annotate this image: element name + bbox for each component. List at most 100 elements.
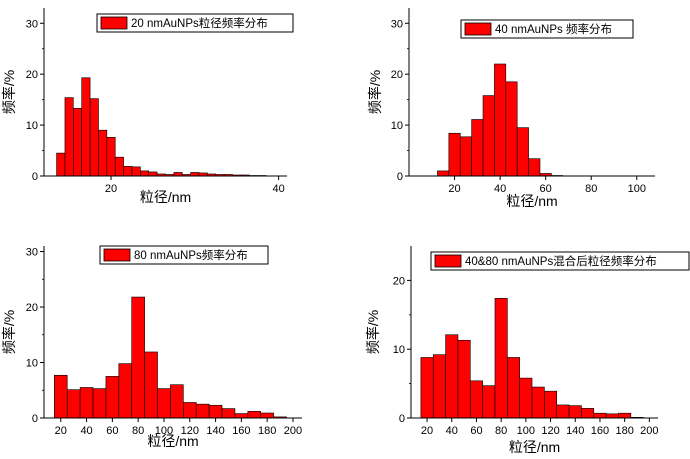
y-tick-label: 0 (399, 413, 405, 425)
bar (148, 171, 158, 177)
legend-label: 40&80 nmAuNPs混合后粒径频率分布 (465, 254, 657, 268)
x-tick-label: 60 (106, 425, 118, 437)
x-tick-label: 200 (284, 425, 302, 437)
bar (105, 376, 120, 419)
x-tick-label: 60 (470, 425, 482, 437)
y-tick-label: 0 (32, 171, 38, 183)
bar (79, 387, 94, 419)
bar (568, 405, 582, 419)
y-tick-label: 20 (393, 275, 405, 287)
x-tick-label: 160 (232, 425, 250, 437)
y-tick-label: 20 (391, 69, 403, 81)
legend-box (430, 251, 690, 271)
x-axis-title: 粒径/nm (506, 193, 557, 209)
legend-box (96, 13, 294, 33)
x-tick-label: 100 (517, 425, 535, 437)
bar (64, 97, 74, 177)
bar (123, 166, 133, 177)
x-axis-title: 粒径/nm (140, 189, 191, 205)
bar (92, 388, 107, 419)
chart-panel-4: 0 10 20 20 40 60 80 100 120 140 160 180 200 粒径/nm 频率/%… (365, 246, 690, 455)
bar (54, 374, 68, 419)
bar (173, 172, 183, 177)
bar (118, 363, 133, 419)
bar (531, 386, 545, 419)
bar (260, 412, 274, 419)
y-tick-label: 0 (397, 171, 403, 183)
bar (459, 136, 472, 177)
y-tick-label: 10 (26, 358, 38, 370)
bar (170, 384, 184, 419)
bar (482, 385, 496, 419)
bar (528, 158, 541, 177)
bar (618, 412, 632, 419)
bar (605, 413, 619, 419)
bar (208, 404, 223, 419)
chart-panel-1: 0 10 20 30 20 40 粒径/nm 频率/% 20 nmAuNPs粒径频率分布 (1, 8, 294, 205)
bar (507, 357, 520, 419)
y-tick-label: 20 (26, 302, 38, 314)
chart-panel-3: 0 10 20 30 20 40 60 80 100 120 140 160 180 200 粒径/nm 频率… (1, 245, 302, 449)
chart-panel-2: 0 10 20 30 20 40 60 80 100 粒径/nm 频率/% 40 nmAuNPs 频率… (367, 8, 655, 209)
bar (106, 137, 116, 177)
bar (593, 412, 607, 419)
x-tick-label: 80 (585, 183, 597, 195)
x-tick-label: 40 (272, 183, 284, 195)
legend-label: 20 nmAuNPs粒径频率分布 (131, 16, 268, 30)
bar (56, 152, 66, 177)
bar (448, 132, 461, 177)
bar (66, 389, 81, 419)
x-tick-label: 140 (566, 425, 584, 437)
bar (234, 413, 249, 419)
x-tick-label: 100 (155, 425, 173, 437)
bar (157, 388, 171, 419)
bar (140, 170, 150, 177)
bar (114, 156, 124, 177)
legend-swatch (434, 254, 462, 268)
bar (221, 408, 236, 419)
y-tick-label: 30 (26, 18, 38, 30)
legend-swatch (464, 22, 492, 36)
bar (482, 95, 495, 177)
bar (494, 63, 507, 177)
x-tick-label: 180 (615, 425, 633, 437)
y-axis-title: 频率/% (1, 70, 17, 114)
x-tick-label: 20 (421, 425, 433, 437)
x-tick-label: 180 (258, 425, 276, 437)
x-tick-label: 20 (105, 183, 117, 195)
bar (144, 351, 158, 419)
bar (195, 403, 210, 419)
bar (437, 170, 450, 177)
y-tick-label: 20 (26, 69, 38, 81)
x-tick-label: 120 (181, 425, 199, 437)
bar (131, 166, 141, 177)
x-tick-label: 20 (55, 425, 67, 437)
y-tick-label: 30 (26, 247, 38, 259)
x-tick-label: 40 (446, 425, 458, 437)
y-tick-label: 10 (26, 120, 38, 132)
x-tick-label: 120 (541, 425, 559, 437)
x-axis-title: 粒径/nm (147, 433, 198, 449)
bar (544, 390, 558, 419)
y-tick-label: 10 (391, 120, 403, 132)
bar (494, 297, 508, 419)
x-tick-label: 200 (640, 425, 658, 437)
y-axis-title: 频率/% (367, 70, 383, 114)
x-tick-label: 80 (132, 425, 144, 437)
legend-box (99, 245, 269, 265)
bar (190, 172, 200, 177)
x-tick-label: 140 (206, 425, 224, 437)
bar (445, 334, 459, 419)
bar (81, 77, 91, 177)
x-tick-label: 40 (80, 425, 92, 437)
bar (519, 377, 533, 419)
bar (89, 98, 99, 177)
bar (183, 402, 197, 419)
x-tick-label: 160 (591, 425, 609, 437)
legend-label: 80 nmAuNPs频率分布 (134, 248, 248, 262)
y-axis-title: 频率/% (365, 310, 381, 354)
legend-swatch (103, 248, 131, 262)
y-tick-label: 0 (32, 413, 38, 425)
bar (469, 380, 483, 419)
